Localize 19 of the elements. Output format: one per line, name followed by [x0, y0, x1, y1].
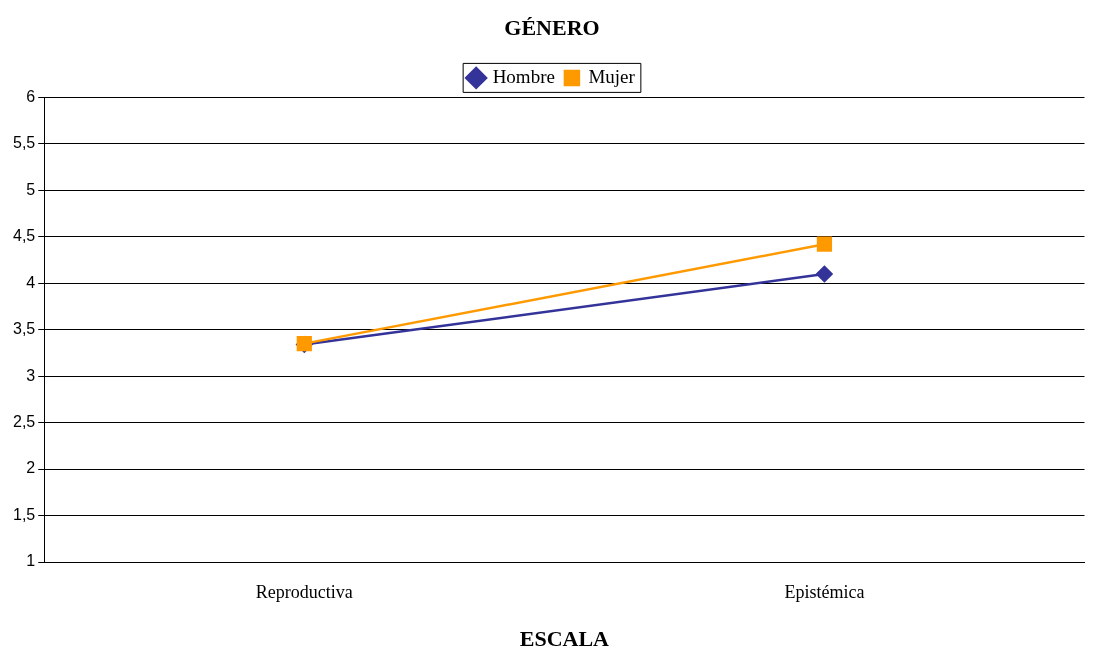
y-tick-label: 5,5 — [12, 134, 36, 152]
y-tick-label: 2,5 — [12, 413, 36, 431]
y-tick-label: 5 — [26, 180, 36, 198]
y-tick-label: 6 — [26, 87, 36, 105]
point — [816, 236, 833, 252]
y-tick-label: 1 — [26, 552, 36, 570]
x-tick-label: Reproductiva — [255, 581, 353, 602]
legend-label: Mujer — [588, 65, 636, 87]
y-tick-label: 1,5 — [12, 505, 36, 523]
y-tick-label: 4,5 — [12, 227, 36, 245]
x-tick-label: Epistémica — [784, 581, 865, 602]
chart-title: GÉNERO — [504, 14, 600, 40]
y-tick-label: 2 — [26, 459, 36, 477]
y-tick-label: 3 — [26, 366, 36, 384]
point — [816, 265, 833, 283]
x-axis-title: ESCALA — [519, 626, 610, 652]
legend-label: Hombre — [492, 65, 555, 87]
y-tick-label: 3,5 — [12, 320, 36, 338]
y-tick-label: 4 — [26, 273, 36, 291]
